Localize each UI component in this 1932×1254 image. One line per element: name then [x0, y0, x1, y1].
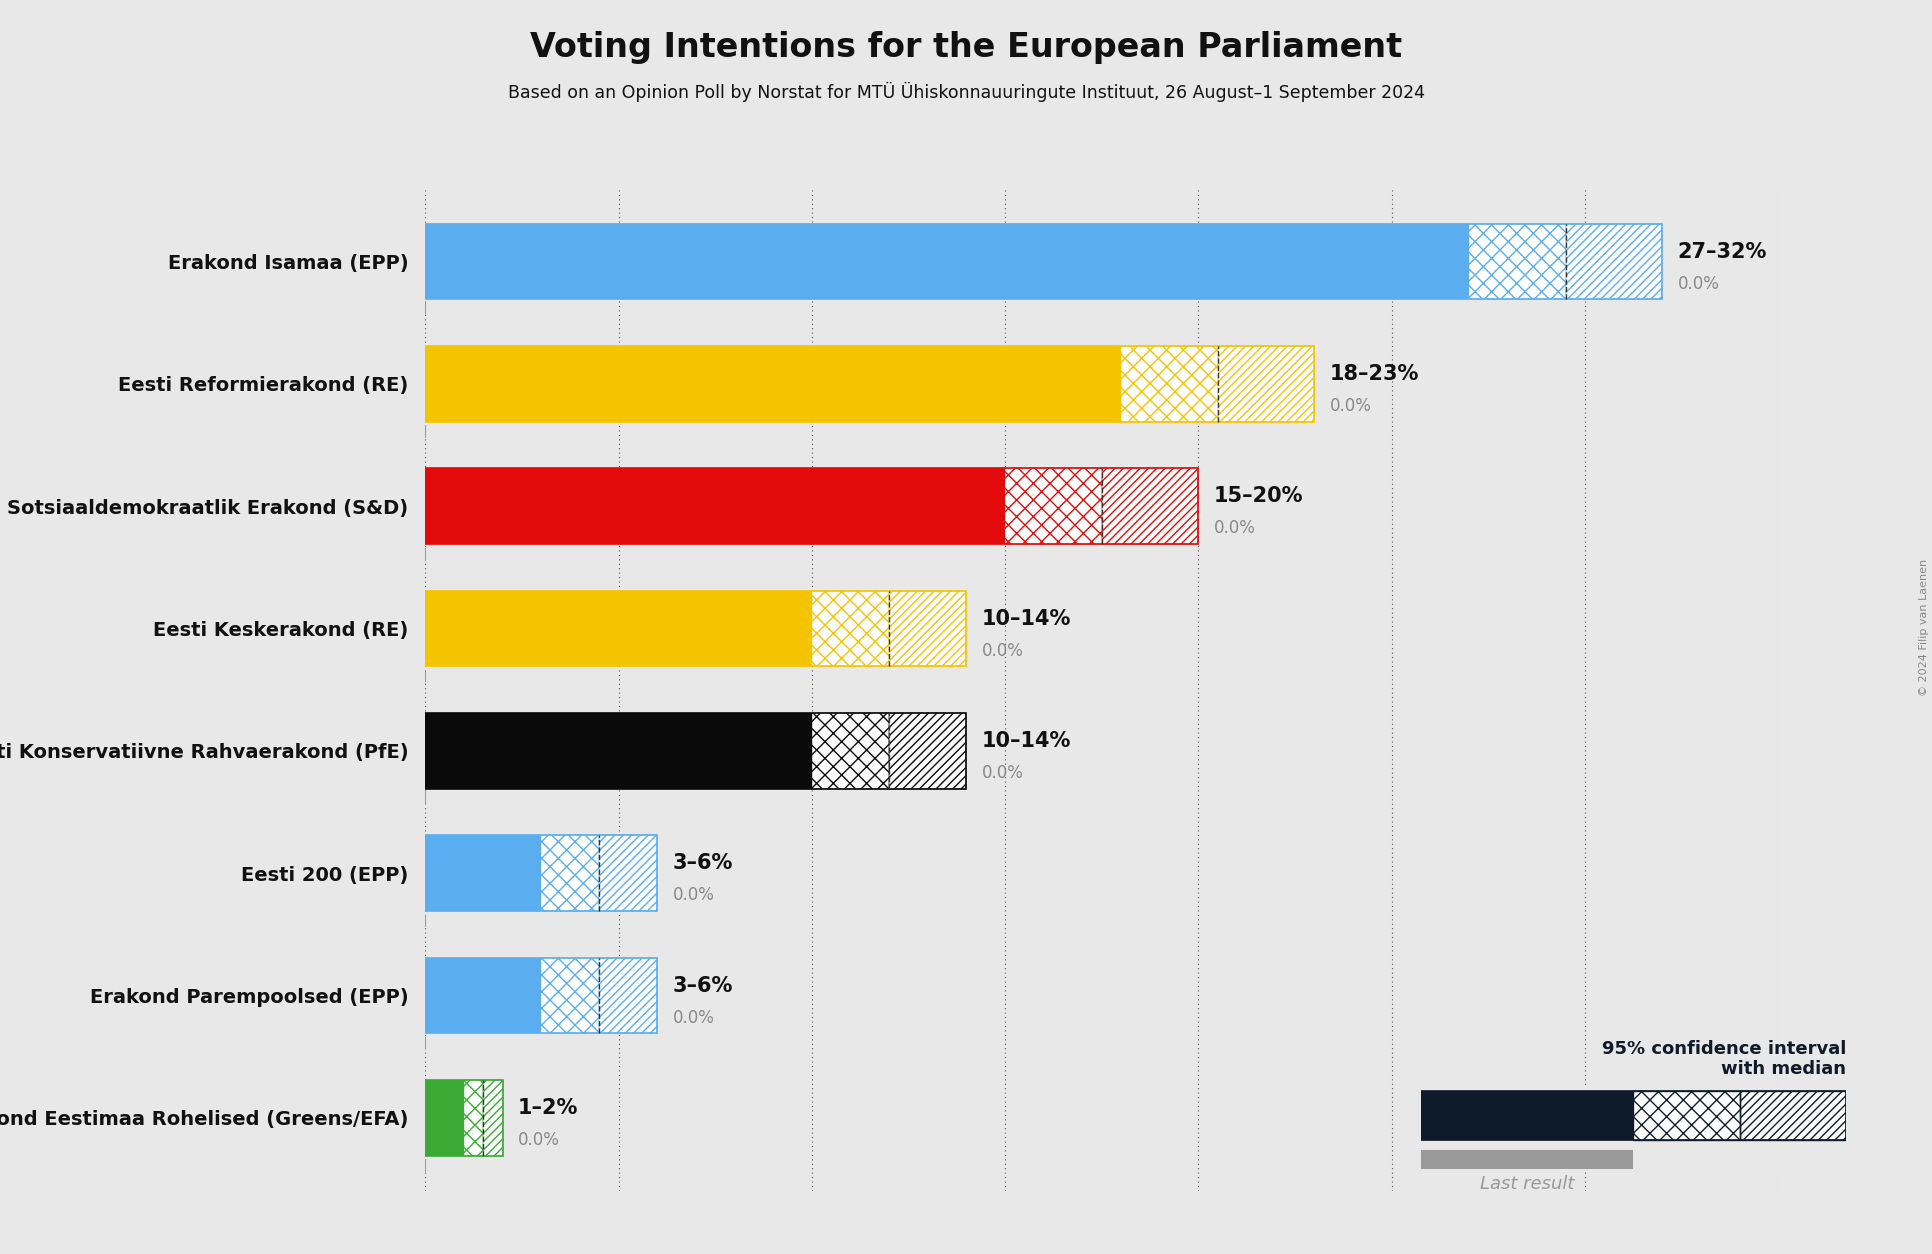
Text: 0.0%: 0.0% — [672, 887, 715, 904]
Bar — [889, 591, 966, 666]
Bar — [1420, 1091, 1633, 1140]
Text: 18–23%: 18–23% — [1329, 364, 1418, 384]
Bar — [599, 958, 657, 1033]
Bar — [599, 958, 657, 1033]
Text: 10–14%: 10–14% — [981, 731, 1070, 751]
Bar — [425, 714, 966, 789]
Bar — [1633, 1091, 1739, 1140]
Bar — [811, 714, 889, 789]
Text: 0.0%: 0.0% — [1677, 275, 1719, 292]
Text: 95% confidence interval
with median: 95% confidence interval with median — [1602, 1040, 1845, 1078]
Bar — [1121, 346, 1217, 421]
Text: 3–6%: 3–6% — [672, 854, 732, 874]
Bar — [1005, 468, 1101, 544]
Bar — [425, 346, 1314, 421]
Bar — [1217, 346, 1314, 421]
Bar — [1101, 468, 1198, 544]
Bar — [425, 1080, 502, 1156]
Bar — [1420, 1150, 1633, 1169]
Text: 3–6%: 3–6% — [672, 976, 732, 996]
Bar — [1565, 223, 1662, 300]
Bar — [1005, 468, 1101, 544]
Bar — [889, 714, 966, 789]
Bar — [811, 714, 889, 789]
Text: Based on an Opinion Poll by Norstat for MTÜ Ühiskonnauuringute Instituut, 26 Aug: Based on an Opinion Poll by Norstat for … — [508, 82, 1424, 102]
Bar — [541, 958, 599, 1033]
Bar — [425, 346, 1121, 421]
Bar — [1121, 346, 1217, 421]
Bar — [1739, 1091, 1845, 1140]
Text: 0.0%: 0.0% — [1329, 396, 1372, 415]
Bar — [425, 958, 657, 1033]
Text: © 2024 Filip van Laenen: © 2024 Filip van Laenen — [1918, 558, 1928, 696]
Bar — [425, 591, 966, 666]
Bar — [1101, 468, 1198, 544]
Bar — [599, 835, 657, 912]
Bar — [1739, 1091, 1845, 1140]
Bar — [1633, 1091, 1739, 1140]
Bar — [425, 835, 657, 912]
Bar — [425, 835, 541, 912]
Bar — [483, 1080, 502, 1156]
Bar — [425, 591, 811, 666]
Text: 0.0%: 0.0% — [518, 1131, 560, 1149]
Bar — [599, 835, 657, 912]
Bar — [464, 1080, 483, 1156]
Text: 10–14%: 10–14% — [981, 608, 1070, 628]
Text: 0.0%: 0.0% — [981, 764, 1024, 782]
Bar — [425, 958, 541, 1033]
Bar — [541, 835, 599, 912]
Bar — [425, 1080, 464, 1156]
Bar — [425, 468, 1005, 544]
Bar — [541, 835, 599, 912]
Text: 0.0%: 0.0% — [981, 642, 1024, 660]
Bar — [541, 958, 599, 1033]
Text: 1–2%: 1–2% — [518, 1099, 578, 1119]
Text: Voting Intentions for the European Parliament: Voting Intentions for the European Parli… — [529, 31, 1403, 64]
Bar — [811, 591, 889, 666]
Bar — [889, 714, 966, 789]
Text: Last result: Last result — [1480, 1175, 1573, 1193]
Bar — [425, 223, 1662, 300]
Text: 0.0%: 0.0% — [672, 1008, 715, 1027]
Bar — [425, 223, 1468, 300]
Bar — [1468, 223, 1565, 300]
Bar — [1420, 1091, 1845, 1140]
Bar — [425, 714, 811, 789]
Bar — [811, 591, 889, 666]
Bar — [1468, 223, 1565, 300]
Bar — [889, 591, 966, 666]
Bar — [1217, 346, 1314, 421]
Text: 15–20%: 15–20% — [1213, 487, 1302, 507]
Text: 27–32%: 27–32% — [1677, 242, 1766, 262]
Bar — [425, 468, 1198, 544]
Bar — [483, 1080, 502, 1156]
Bar — [464, 1080, 483, 1156]
Bar — [1565, 223, 1662, 300]
Text: 0.0%: 0.0% — [1213, 519, 1256, 537]
